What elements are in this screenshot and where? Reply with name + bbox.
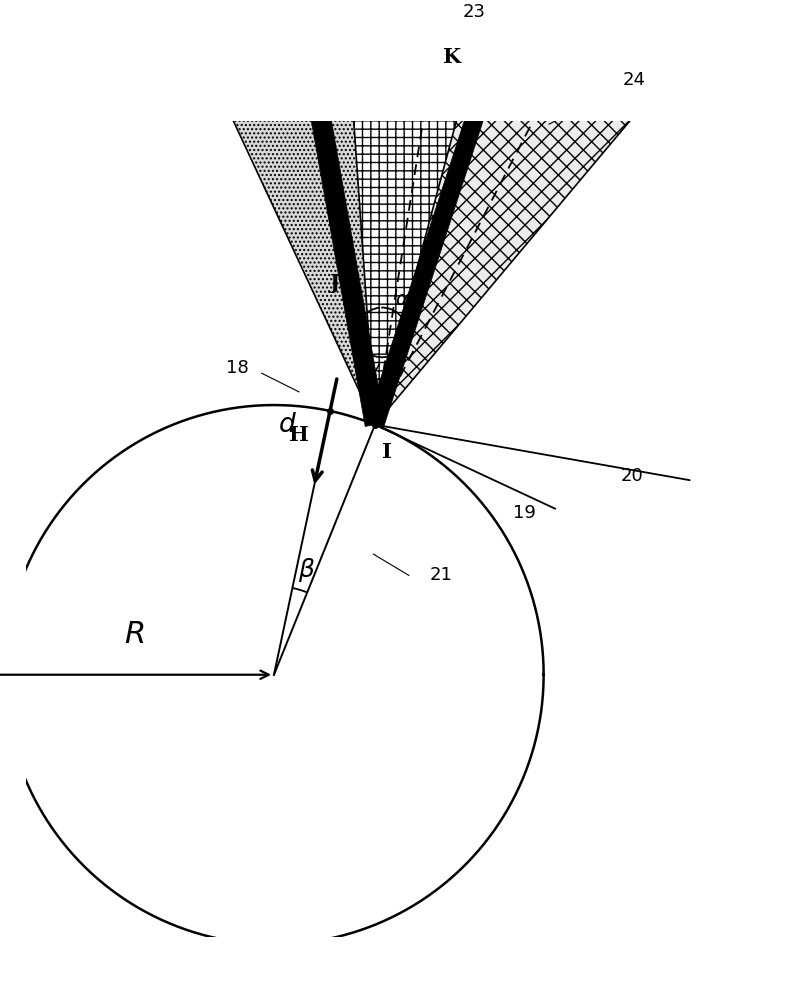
Text: I: I [382,442,392,462]
Text: 20: 20 [621,467,643,485]
Polygon shape [159,0,393,425]
Polygon shape [279,0,385,426]
Text: K: K [443,47,461,67]
Text: 21: 21 [430,566,453,584]
Text: 18: 18 [227,359,249,377]
Text: H: H [289,425,309,445]
Text: 19: 19 [513,504,536,522]
Text: 23: 23 [462,3,485,21]
Text: $d$: $d$ [278,412,297,437]
Text: $\beta$: $\beta$ [298,556,315,584]
Polygon shape [375,15,647,425]
Polygon shape [343,0,547,425]
Text: $\alpha$: $\alpha$ [395,291,409,309]
Text: $R$: $R$ [124,619,144,650]
Text: J: J [329,273,340,293]
Text: 24: 24 [623,71,646,89]
Text: $\gamma$: $\gamma$ [366,362,381,381]
Polygon shape [366,30,511,427]
